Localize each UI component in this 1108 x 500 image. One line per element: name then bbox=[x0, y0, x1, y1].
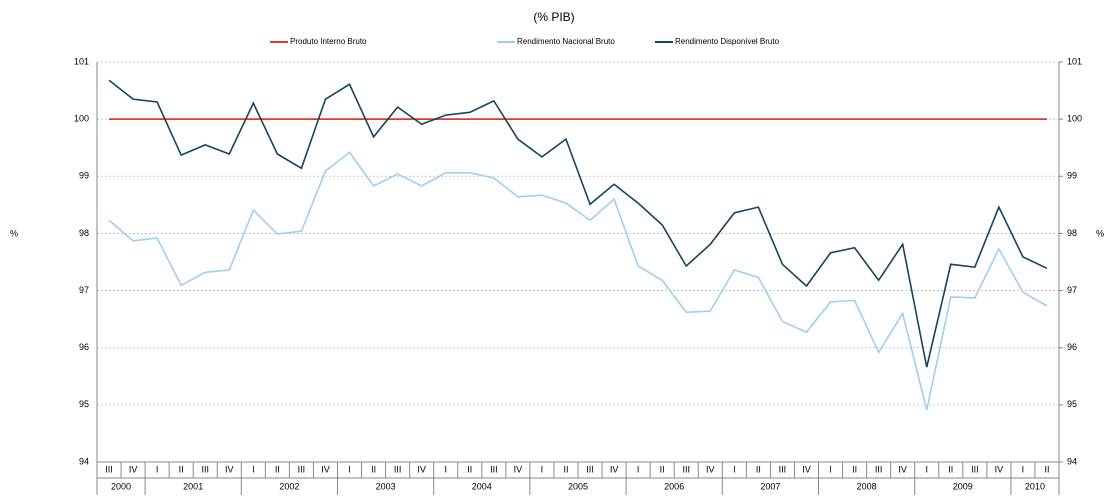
y-tick-label: 99 bbox=[79, 171, 89, 181]
x-tick-label: II bbox=[660, 464, 665, 474]
chart-title: (% PIB) bbox=[533, 10, 574, 24]
x-tick-label: I bbox=[252, 464, 255, 474]
y2-tick-label: 94 bbox=[1067, 456, 1077, 466]
x-tick-label: III bbox=[394, 464, 402, 474]
x-group-label: 2006 bbox=[664, 481, 684, 491]
legend-label: Produto Interno Bruto bbox=[290, 37, 367, 46]
y-tick-label: 101 bbox=[74, 56, 89, 66]
x-tick-label: I bbox=[829, 464, 832, 474]
x-tick-label: I bbox=[348, 464, 351, 474]
x-tick-label: IV bbox=[610, 464, 619, 474]
x-tick-label: I bbox=[156, 464, 159, 474]
y-axis-label: % bbox=[10, 228, 18, 238]
y2-tick-label: 98 bbox=[1067, 228, 1077, 238]
y-tick-label: 97 bbox=[79, 285, 89, 295]
legend-label: Rendimento Nacional Bruto bbox=[517, 37, 615, 46]
y2-tick-label: 96 bbox=[1067, 342, 1077, 352]
x-group-label: 2002 bbox=[279, 481, 299, 491]
x-tick-label: III bbox=[779, 464, 787, 474]
x-tick-label: IV bbox=[417, 464, 426, 474]
x-tick-label: II bbox=[467, 464, 472, 474]
x-tick-label: IV bbox=[321, 464, 330, 474]
x-group-label: 2003 bbox=[376, 481, 396, 491]
x-group-label: 2001 bbox=[183, 481, 203, 491]
y-tick-label: 95 bbox=[79, 399, 89, 409]
x-tick-label: III bbox=[298, 464, 306, 474]
x-tick-label: III bbox=[105, 464, 113, 474]
x-tick-label: III bbox=[875, 464, 883, 474]
x-tick-label: II bbox=[563, 464, 568, 474]
x-tick-label: I bbox=[637, 464, 640, 474]
x-tick-label: II bbox=[371, 464, 376, 474]
x-group-label: 2005 bbox=[568, 481, 588, 491]
y-tick-label: 100 bbox=[74, 114, 89, 124]
y-tick-label: 94 bbox=[79, 456, 89, 466]
x-tick-label: I bbox=[444, 464, 447, 474]
series-line bbox=[108, 151, 1048, 411]
x-tick-label: I bbox=[925, 464, 928, 474]
x-tick-label: I bbox=[541, 464, 544, 474]
y2-tick-label: 99 bbox=[1067, 171, 1077, 181]
x-tick-label: IV bbox=[706, 464, 715, 474]
x-tick-label: II bbox=[756, 464, 761, 474]
x-tick-label: III bbox=[490, 464, 498, 474]
x-tick-label: I bbox=[733, 464, 736, 474]
x-tick-label: III bbox=[586, 464, 594, 474]
x-group-label: 2009 bbox=[953, 481, 973, 491]
x-group-label: 2007 bbox=[760, 481, 780, 491]
y2-tick-label: 100 bbox=[1067, 114, 1082, 124]
x-tick-label: II bbox=[852, 464, 857, 474]
y2-tick-label: 97 bbox=[1067, 285, 1077, 295]
y-tick-label: 98 bbox=[79, 228, 89, 238]
legend-label: Rendimento Disponível Bruto bbox=[675, 37, 780, 46]
x-tick-label: IV bbox=[802, 464, 811, 474]
x-tick-label: III bbox=[201, 464, 209, 474]
x-group-label: 2010 bbox=[1025, 481, 1045, 491]
x-group-label: 2008 bbox=[857, 481, 877, 491]
x-tick-label: IV bbox=[129, 464, 138, 474]
y2-tick-label: 95 bbox=[1067, 399, 1077, 409]
y2-tick-label: 101 bbox=[1067, 56, 1082, 66]
x-tick-label: II bbox=[179, 464, 184, 474]
x-tick-label: II bbox=[948, 464, 953, 474]
x-group-label: 2004 bbox=[472, 481, 492, 491]
x-tick-label: II bbox=[1044, 464, 1049, 474]
y-tick-label: 96 bbox=[79, 342, 89, 352]
x-tick-label: III bbox=[682, 464, 690, 474]
x-tick-label: I bbox=[1022, 464, 1025, 474]
x-tick-label: IV bbox=[898, 464, 907, 474]
x-group-label: 2000 bbox=[111, 481, 131, 491]
series-line bbox=[108, 79, 1048, 368]
x-tick-label: II bbox=[275, 464, 280, 474]
x-tick-label: IV bbox=[995, 464, 1004, 474]
x-tick-label: IV bbox=[514, 464, 523, 474]
x-tick-label: III bbox=[971, 464, 979, 474]
y2-axis-label: % bbox=[1096, 228, 1104, 238]
x-tick-label: IV bbox=[225, 464, 234, 474]
